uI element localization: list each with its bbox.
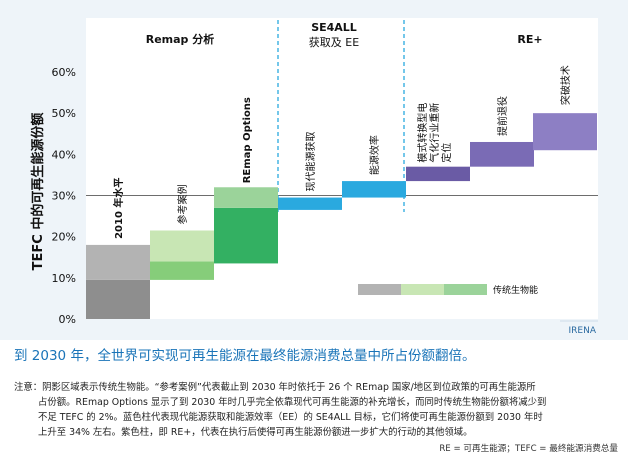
bar-label: 2010 年水平 <box>112 178 125 239</box>
header-strip <box>86 18 598 54</box>
note-line: 不足 TEFC 的 2%。蓝色柱代表现代能源获取和能源效率（EE）的 SE4AL… <box>38 412 543 423</box>
bar-label: 模式转换型电 <box>416 103 429 163</box>
bar-label: 提前退役 <box>496 96 509 136</box>
bar-segment <box>278 197 342 210</box>
bar-segment <box>86 244 150 280</box>
bar-segment <box>342 181 406 198</box>
legend-label: 传统生物能 <box>493 284 538 296</box>
section-title-remap: Remap 分析 <box>146 32 215 46</box>
bar-label: 能源效率 <box>368 135 381 175</box>
section-subtitle-se4all: 获取及 EE <box>309 36 359 49</box>
note-line: 注意：阴影区域表示传统生物能。“参考案例”代表截止到 2030 年时依托于 26… <box>14 382 536 393</box>
note-line: 占份额。REmap Options 显示了到 2030 年时几乎完全依靠现代可再… <box>38 397 547 408</box>
bar-segment <box>533 113 597 151</box>
y-tick-label: 60% <box>52 66 76 79</box>
bar-traditional-segment <box>150 261 214 280</box>
bar-segment <box>214 187 278 208</box>
bar-traditional-segment <box>86 279 150 319</box>
y-tick-label: 30% <box>52 190 76 203</box>
y-tick-label: 10% <box>52 272 76 285</box>
waterfall-chart: Remap 分析 SE4ALL 获取及 EE RE+ TEFC 中的可再生能源份额 0% 1… <box>30 18 598 336</box>
note-line: 上升至 34% 左右。紫色柱，即 RE+，代表在执行后使得可再生能源份额进一步扩… <box>38 427 473 438</box>
legend-swatch <box>444 284 487 295</box>
chart-caption: 到 2030 年，全世界可实现可再生能源在最终能源消费总量中所占份额翻倍。 <box>14 348 476 364</box>
section-title-re: RE+ <box>517 33 542 46</box>
legend-swatch <box>401 284 444 295</box>
chart-note: 注意：阴影区域表示传统生物能。“参考案例”代表截止到 2030 年时依托于 26… <box>14 380 618 440</box>
y-axis-label: TEFC 中的可再生能源份额 <box>30 113 46 271</box>
bar-label: REmap Options <box>242 97 253 183</box>
source-label: IRENA <box>569 326 597 336</box>
bar-label: 定位 <box>440 143 453 163</box>
bar-segment <box>470 141 534 167</box>
bar-segment <box>150 230 214 262</box>
bar-label: 气化行业重新 <box>428 103 441 163</box>
bar-traditional-segment <box>214 207 278 264</box>
section-title-se4all: SE4ALL <box>311 21 357 34</box>
abbreviation-footnote: RE = 可再生能源；TEFC = 最终能源消费总量 <box>439 444 618 454</box>
bar-label: 现代能源获取 <box>304 132 317 192</box>
bar-segment <box>406 166 470 182</box>
y-tick-label: 0% <box>59 313 76 326</box>
bar-label: 突破技术 <box>559 65 572 105</box>
y-tick-label: 50% <box>52 107 76 120</box>
bar-label: 参考案例 <box>176 184 189 224</box>
legend-swatch <box>358 284 401 295</box>
y-tick-label: 40% <box>52 148 76 161</box>
chart-panel: Remap 分析 SE4ALL 获取及 EE RE+ TEFC 中的可再生能源份额 0% 1… <box>0 0 628 340</box>
y-tick-label: 20% <box>52 231 76 244</box>
